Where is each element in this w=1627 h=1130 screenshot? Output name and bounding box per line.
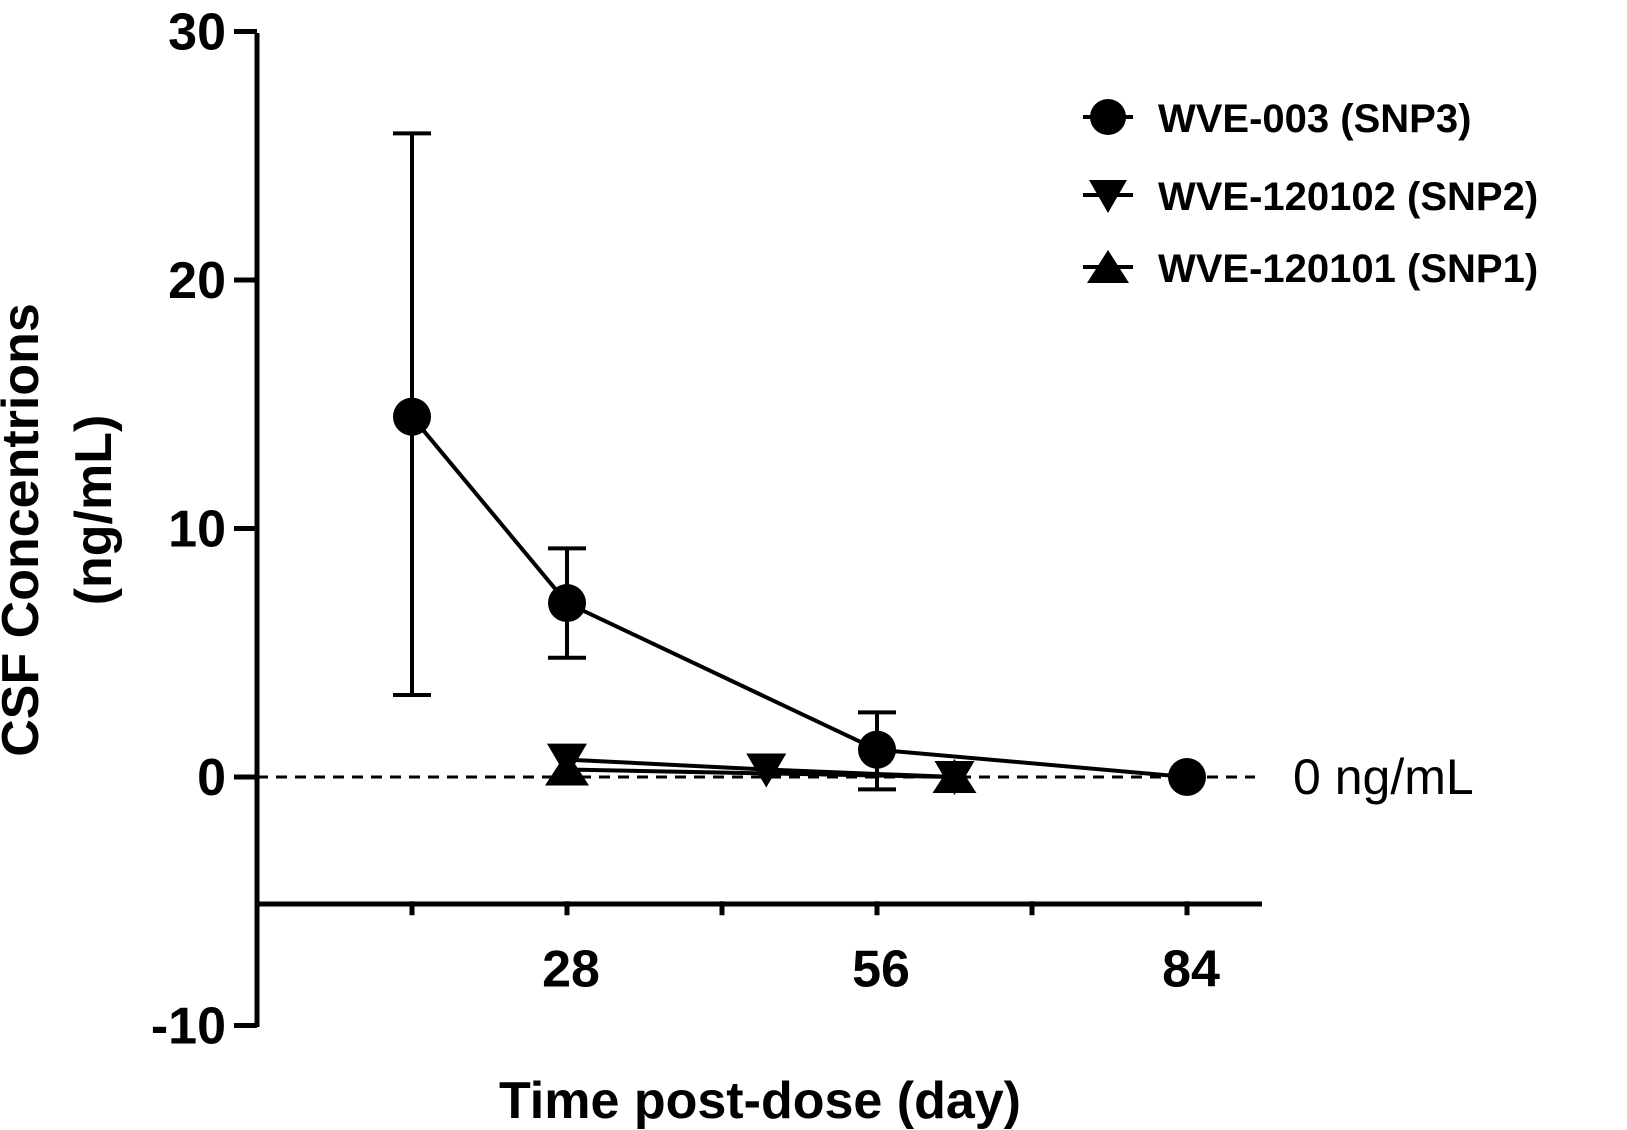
reference-line: 0 ng/mL — [257, 749, 1474, 805]
reference-line-label: 0 ng/mL — [1293, 749, 1474, 805]
y-tick-label: 20 — [168, 252, 226, 310]
y-tick-label: -10 — [151, 998, 226, 1056]
y-axis-title-line1: CSF Concentrions — [0, 303, 50, 757]
x-tick-label: 84 — [1162, 940, 1220, 998]
y-tick-label: 10 — [168, 501, 226, 559]
data-point-circle — [548, 584, 586, 623]
data-point-triangle-down — [746, 753, 787, 788]
legend: WVE-003 (SNP3) WVE-120102 (SNP2) WVE-120… — [1083, 97, 1538, 291]
y-ticks: 30 20 10 0 -10 — [151, 4, 257, 1056]
legend-label: WVE-003 (SNP3) — [1158, 97, 1471, 141]
series-line — [410, 415, 1188, 779]
data-point-circle — [858, 730, 896, 769]
legend-triangle-up-marker — [1087, 250, 1129, 283]
x-axis-title: Time post-dose (day) — [499, 1072, 1021, 1130]
data-point-triangle-down — [547, 743, 587, 778]
x-tick-label: 56 — [852, 940, 910, 998]
data-point-triangle-down — [934, 761, 975, 795]
y-axis-title-line2: (ng/mL) — [65, 415, 123, 606]
x-tick-label: 28 — [542, 940, 600, 998]
legend-label: WVE-120102 (SNP2) — [1158, 175, 1538, 219]
legend-item-wve-120102: WVE-120102 (SNP2) — [1083, 175, 1538, 219]
series-2 — [547, 743, 975, 795]
series — [393, 131, 1206, 796]
y-tick-label: 0 — [197, 749, 226, 807]
legend-item-wve-003: WVE-003 (SNP3) — [1083, 97, 1471, 141]
legend-label: WVE-120101 (SNP1) — [1158, 247, 1538, 291]
y-axis-title: CSF Concentrions (ng/mL) — [0, 303, 123, 757]
legend-circle-marker — [1090, 99, 1126, 135]
y-tick-label: 30 — [168, 4, 226, 62]
legend-item-wve-120101: WVE-120101 (SNP1) — [1083, 247, 1538, 291]
legend-triangle-down-marker — [1089, 180, 1127, 213]
data-point-circle — [1168, 758, 1206, 796]
x-ticks: 28 56 84 — [409, 901, 1220, 998]
data-point-circle — [393, 397, 431, 436]
series-1 — [393, 131, 1206, 796]
